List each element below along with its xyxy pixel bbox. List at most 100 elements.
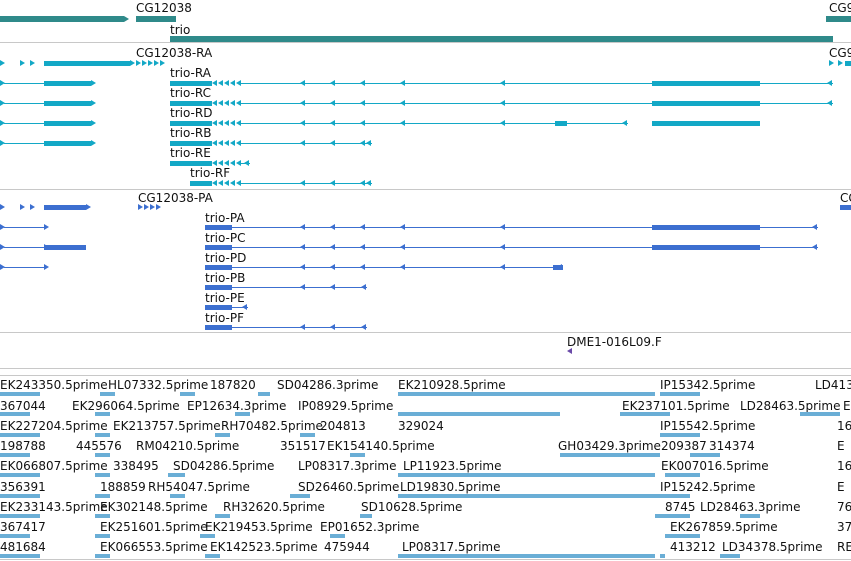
exon-box[interactable] — [95, 433, 110, 437]
exon-box[interactable] — [95, 453, 110, 457]
est-label[interactable]: E — [843, 399, 851, 413]
exon-box[interactable] — [205, 225, 232, 230]
exon-box[interactable] — [205, 305, 232, 310]
est-label[interactable]: 338495 — [113, 459, 159, 473]
transcript-label[interactable]: trio-RD — [170, 106, 213, 120]
exon-box[interactable] — [330, 534, 345, 538]
est-label[interactable]: 481684 — [0, 540, 46, 554]
exon-box[interactable] — [205, 245, 232, 250]
exon-box[interactable] — [44, 61, 130, 66]
exon-box[interactable] — [840, 205, 851, 210]
transcript-label[interactable]: trio-RC — [170, 86, 211, 100]
est-label[interactable]: EK267859.5prime — [670, 520, 778, 534]
exon-box[interactable] — [0, 412, 30, 416]
transcript-label[interactable]: CG9 — [829, 46, 851, 60]
est-label[interactable]: 475944 — [324, 540, 370, 554]
exon-box[interactable] — [44, 245, 86, 250]
exon-box[interactable] — [215, 514, 230, 518]
est-label[interactable]: LD34378.5prime — [722, 540, 823, 554]
exon-box[interactable] — [555, 121, 567, 126]
exon-box[interactable] — [168, 473, 185, 477]
exon-box[interactable] — [0, 392, 40, 396]
est-label[interactable]: 413212 — [670, 540, 716, 554]
exon-box[interactable] — [665, 473, 700, 477]
exon-box[interactable] — [205, 325, 232, 330]
est-label[interactable]: EK066807.5prime — [0, 459, 108, 473]
exon-box[interactable] — [360, 514, 372, 518]
transcript-label[interactable]: trio-RF — [190, 166, 231, 180]
exon-box[interactable] — [95, 554, 110, 558]
exon-box[interactable] — [95, 412, 110, 416]
est-label[interactable]: EK296064.5prime — [72, 399, 180, 413]
exon-box[interactable] — [652, 245, 760, 250]
transcript-label[interactable]: CG12038-RA — [136, 46, 213, 60]
est-label[interactable]: EK007016.5prime — [661, 459, 769, 473]
est-label[interactable]: E — [837, 480, 845, 494]
exon-box[interactable] — [44, 205, 86, 210]
exon-box[interactable] — [740, 514, 760, 518]
exon-box[interactable] — [95, 514, 110, 518]
est-label[interactable]: EK142523.5prime — [210, 540, 318, 554]
transcript-label[interactable]: CG — [840, 191, 851, 205]
est-label[interactable]: 445576 — [76, 439, 122, 453]
exon-box[interactable] — [350, 453, 365, 457]
est-label[interactable]: SD10628.5prime — [361, 500, 463, 514]
exon-box[interactable] — [205, 285, 232, 290]
exon-box[interactable] — [95, 473, 110, 477]
est-label[interactable]: EK210928.5prime — [398, 378, 506, 392]
est-label[interactable]: EK213757.5prime — [113, 419, 221, 433]
exon-box[interactable] — [258, 392, 270, 396]
est-label[interactable]: E — [837, 439, 845, 453]
est-label[interactable]: GH03429.3prime — [558, 439, 661, 453]
est-label[interactable]: EK302148.5prime — [100, 500, 208, 514]
exon-box[interactable] — [652, 225, 760, 230]
transcript-label[interactable]: trio-RB — [170, 126, 212, 140]
exon-box[interactable] — [660, 494, 690, 498]
exon-box[interactable] — [170, 141, 212, 146]
est-label[interactable]: EK154140.5prime — [327, 439, 435, 453]
transcript-label[interactable]: trio-RA — [170, 66, 211, 80]
transcript-label[interactable]: trio-PA — [205, 211, 245, 225]
exon-box[interactable] — [170, 81, 212, 86]
est-label[interactable]: EK233143.5prime — [0, 500, 108, 514]
est-label[interactable]: EP01652.3prime — [320, 520, 420, 534]
exon-box[interactable] — [0, 554, 40, 558]
est-label[interactable]: 204813 — [320, 419, 366, 433]
exon-box[interactable] — [300, 433, 315, 437]
est-label[interactable]: RM04210.5prime — [136, 439, 240, 453]
exon-box[interactable] — [290, 494, 310, 498]
est-label[interactable]: 351517 — [280, 439, 326, 453]
gene-bar[interactable] — [136, 16, 176, 22]
est-label[interactable]: 16 — [837, 419, 851, 433]
est-label[interactable]: 314374 — [709, 439, 755, 453]
est-label[interactable]: EK243350.5prime — [0, 378, 108, 392]
est-label[interactable]: HL07332.5prime — [108, 378, 209, 392]
est-label[interactable]: LP08317.3prime — [298, 459, 397, 473]
exon-box[interactable] — [660, 554, 665, 558]
clone-label[interactable]: DME1-016L09.F — [567, 335, 662, 349]
est-label[interactable]: EK219453.5prime — [205, 520, 313, 534]
transcript-label[interactable]: trio-PE — [205, 291, 245, 305]
exon-box[interactable] — [170, 161, 212, 166]
exon-box[interactable] — [205, 265, 232, 270]
est-label[interactable]: 329024 — [398, 419, 444, 433]
est-label[interactable]: 188859 — [100, 480, 146, 494]
est-label[interactable]: 198788 — [0, 439, 46, 453]
est-label[interactable]: EK227204.5prime — [0, 419, 108, 433]
est-label[interactable]: SD26460.5prime — [298, 480, 400, 494]
exon-box[interactable] — [200, 534, 215, 538]
transcript-label[interactable]: CG12038-PA — [138, 191, 213, 205]
transcript-label[interactable]: trio-PF — [205, 311, 245, 325]
exon-box[interactable] — [170, 494, 185, 498]
exon-box[interactable] — [0, 514, 40, 518]
est-label[interactable]: IP15542.5prime — [660, 419, 756, 433]
est-label[interactable]: LP11923.5prime — [403, 459, 502, 473]
exon-box[interactable] — [170, 121, 212, 126]
transcript-label[interactable]: trio-PC — [205, 231, 246, 245]
exon-box[interactable] — [398, 412, 560, 416]
exon-box[interactable] — [652, 81, 760, 86]
exon-box[interactable] — [720, 554, 740, 558]
exon-box[interactable] — [398, 473, 655, 477]
est-label[interactable]: 8745 — [665, 500, 696, 514]
exon-box[interactable] — [655, 514, 690, 518]
